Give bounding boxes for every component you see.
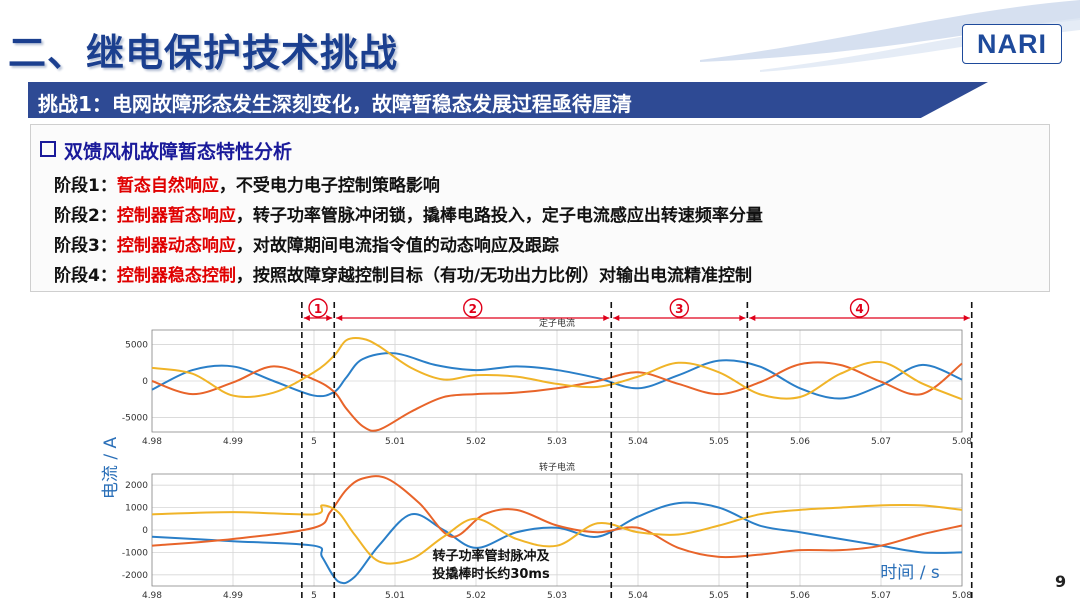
stage-marker-circle [463, 298, 483, 318]
y-tick-label: 5000 [125, 341, 148, 351]
x-tick-label: 5.07 [871, 437, 891, 447]
series-line-1 [151, 352, 963, 400]
x-tick-label: 4.99 [223, 437, 243, 447]
y-tick-label: 2000 [125, 481, 148, 491]
x-tick-label: 5.01 [385, 591, 405, 601]
x-tick-label: 5.02 [466, 437, 486, 447]
x-tick-label: 5.02 [466, 591, 486, 601]
page-title: 二、继电保护技术挑战 [8, 31, 399, 75]
arrow-right-icon [326, 315, 333, 321]
x-tick-label: 5.01 [385, 437, 405, 447]
panel-title: 转子电流 [539, 461, 575, 473]
y-tick-label: -2000 [122, 571, 148, 581]
stage-highlight: 暂态自然响应 [116, 176, 219, 196]
arrow-left-icon [749, 315, 756, 321]
x-tick-label: 5.07 [871, 591, 891, 601]
plot-frame [151, 473, 963, 587]
arrow-right-icon [603, 315, 610, 321]
x-tick-label: 5.04 [628, 437, 648, 447]
stage-marker-circle [308, 298, 328, 318]
annotation-line-2: 投撬棒时长约30ms [432, 566, 550, 582]
annotation-line-1: 转子功率管封脉冲及 [432, 548, 550, 564]
stage-description: ，转子功率管脉冲闭锁，撬棒电路投入，定子电流感应出转速频率分量 [235, 206, 763, 226]
x-axis-label: 时间 / s [880, 563, 940, 583]
stage-2-line: 阶段2：控制器暂态响应，转子功率管脉冲闭锁，撬棒电路投入，定子电流感应出转速频率… [54, 201, 763, 226]
stage-marker-circle [669, 298, 690, 318]
x-tick-label: 5.04 [628, 591, 648, 601]
nari-logo: NARI [962, 24, 1062, 64]
x-tick-label: 5.06 [790, 591, 810, 601]
stage-highlight: 控制器稳态控制 [116, 266, 236, 286]
y-tick-label: 0 [142, 526, 148, 536]
stage-marker-label: 1 [314, 302, 322, 316]
challenge-banner-text: 挑战1：电网故障形态发生深刻变化，故障暂稳态发展过程亟待厘清 [38, 92, 632, 116]
x-tick-label: 5.03 [547, 591, 567, 601]
stage-description: ，按照故障穿越控制目标（有功/无功出力比例）对输出电流精准控制 [235, 266, 753, 286]
y-tick-label: 0 [142, 377, 148, 387]
y-tick-label: -5000 [122, 413, 148, 423]
stage-4-line: 阶段4：控制器稳态控制，按照故障穿越控制目标（有功/无功出力比例）对输出电流精准… [54, 261, 752, 286]
arrow-left-icon [613, 315, 620, 321]
x-tick-label: 5 [311, 591, 317, 601]
stage-marker-label: 3 [675, 302, 683, 316]
x-tick-label: 5.06 [790, 437, 810, 447]
analysis-heading-text: 双馈风机故障暂态特性分析 [64, 141, 293, 163]
stage-prefix: 阶段3： [54, 236, 117, 256]
x-tick-label: 4.98 [142, 591, 162, 601]
stage-prefix: 阶段4： [54, 266, 117, 286]
stage-1-line: 阶段1：暂态自然响应，不受电力电子控制策略影响 [54, 171, 440, 196]
series-line-3 [151, 337, 963, 401]
y-axis-label: 电流 / A [101, 437, 121, 500]
panel-1: 4.98 4.99 5 5.01 5.02 5.03 5.04 5.05 5.06 5.07 5.0… [122, 317, 972, 447]
stage-marker-circle [849, 298, 870, 318]
x-tick-label: 5.05 [709, 591, 729, 601]
checkbox-square-icon [40, 141, 56, 157]
stage-description: ，对故障期间电流指令值的动态响应及跟踪 [235, 236, 559, 256]
arrow-left-icon [303, 315, 310, 321]
series-line-1 [151, 501, 963, 585]
stage-prefix: 阶段2： [54, 206, 117, 226]
x-tick-label: 5.05 [709, 437, 729, 447]
series-line-2 [151, 475, 963, 559]
x-tick-label: 5.08 [952, 591, 972, 601]
challenge-banner [28, 82, 988, 118]
x-tick-label: 4.98 [142, 437, 162, 447]
x-tick-label: 5.08 [952, 437, 972, 447]
arrow-right-icon [739, 315, 746, 321]
series-line-2 [151, 361, 963, 432]
stage-3-line: 阶段3：控制器动态响应，对故障期间电流指令值的动态响应及跟踪 [54, 231, 559, 256]
stage-highlight: 控制器动态响应 [116, 236, 236, 256]
stage-marker-label: 4 [855, 302, 863, 316]
stage-prefix: 阶段1： [54, 176, 117, 196]
stage-highlight: 控制器暂态响应 [116, 206, 236, 226]
analysis-heading: 双馈风机故障暂态特性分析 [40, 137, 292, 164]
arrow-right-icon [963, 315, 970, 321]
x-tick-label: 5 [311, 437, 317, 447]
stage-marker-label: 2 [469, 302, 477, 316]
x-tick-label: 5.03 [547, 437, 567, 447]
y-tick-label: -1000 [122, 548, 148, 558]
y-tick-label: 1000 [125, 504, 148, 514]
analysis-box [30, 124, 1050, 292]
series-line-3 [151, 503, 963, 565]
panel-title: 定子电流 [539, 317, 575, 329]
arrow-left-icon [336, 315, 343, 321]
panel-2: 4.98 4.99 5 5.01 5.02 5.03 5.04 5.05 5.06 5.07 5.0… [122, 461, 972, 601]
x-tick-label: 4.99 [223, 591, 243, 601]
page-number: 9 [1055, 572, 1067, 591]
stage-description: ，不受电力电子控制策略影响 [218, 176, 440, 196]
